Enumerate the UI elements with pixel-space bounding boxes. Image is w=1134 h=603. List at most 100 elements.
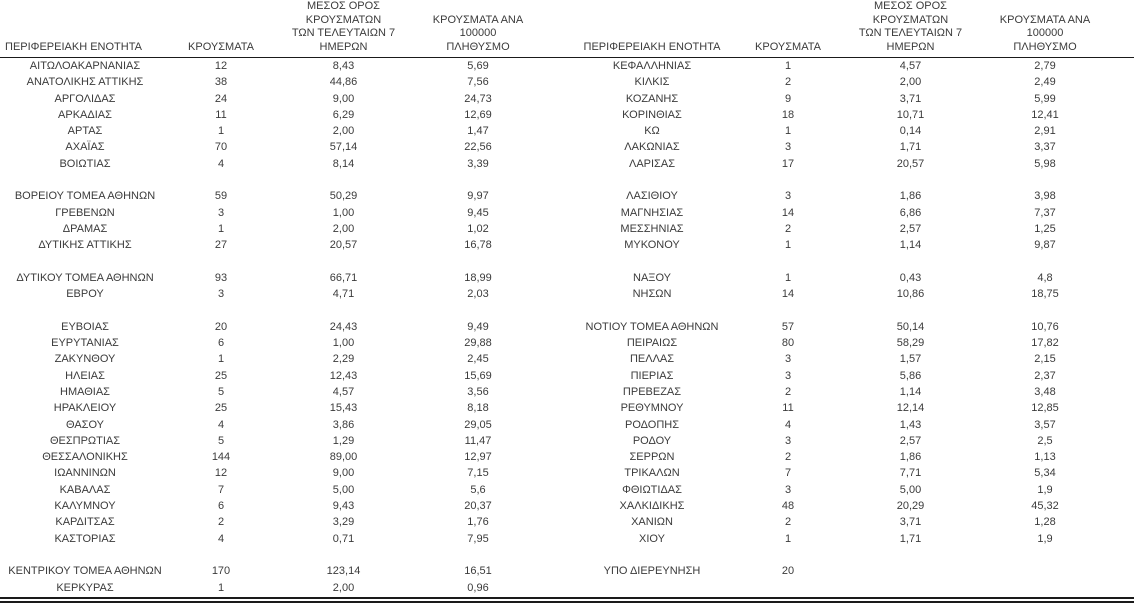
table-row: ΔΥΤΙΚΟΥ ΤΟΜΕΑ ΑΘΗΝΩΝ 93 66,71 18,99 ΝΑΞΟΥ 1 0,…: [0, 270, 1134, 286]
table-row: ΚΕΝΤΡΙΚΟΥ ΤΟΜΕΑ ΑΘΗΝΩΝ 170 123,14 16,51 ΥΠΟ …: [0, 563, 1134, 579]
region-cell-left: ΑΙΤΩΛΟΑΚΑΡΝΑΝΙΑΣ: [29, 60, 141, 72]
cases-cell-left: 25: [214, 369, 228, 382]
per100k-cell-right: 1,13: [1034, 451, 1056, 464]
spacer-cell-left: [541, 286, 567, 302]
region-cell-left: ΔΥΤΙΚΗΣ ΑΤΤΙΚΗΣ: [38, 239, 132, 252]
cases-cell-left: 4: [217, 157, 225, 170]
cases-cell-left: 6: [217, 337, 225, 350]
region-cell-left: ΚΑΣΤΟΡΙΑΣ: [54, 532, 116, 545]
per100k-cell-left: 1,02: [467, 222, 489, 235]
spacer-cell-left: [541, 514, 567, 530]
header-cases-left: ΚΡΟΥΣΜΑΤΑ: [170, 0, 272, 58]
region-cell-right: ΛΑΡΙΣΑΣ: [628, 157, 675, 170]
header-region-left: ΠΕΡΙΦΕΡΕΙΑΚΗ ΕΝΟΤΗΤΑ: [0, 0, 170, 58]
table-header: ΠΕΡΙΦΕΡΕΙΑΚΗ ΕΝΟΤΗΤΑ ΚΡΟΥΣΜΑΤΑ ΜΕΣΟΣ ΟΡΟ…: [0, 0, 1134, 58]
per100k-cell-right: [982, 172, 1108, 188]
avg7-cell-left: 9,00: [332, 92, 355, 105]
avg7-cell-left: 2,00: [332, 125, 355, 138]
region-cell-right: ΚΟΖΑΝΗΣ: [625, 92, 679, 105]
cases-cell-right: [737, 172, 839, 188]
avg7-cell-right: [839, 254, 982, 270]
avg7-cell-left: 6,29: [332, 108, 355, 121]
spacer-cell-left: [541, 302, 567, 318]
cases-cell-left: 4: [217, 532, 225, 545]
per100k-cell-right: 2,37: [1034, 369, 1056, 382]
per100k-cell-left: [415, 254, 541, 270]
avg7-cell-right: 0,14: [899, 125, 922, 138]
table-row: ΚΑΒΑΛΑΣ 7 5,00 5,6 ΦΘΙΩΤΙΔΑΣ 3 5,00 1,9: [0, 482, 1134, 498]
per100k-cell-left: 5,6: [470, 483, 486, 496]
spacer-cell-left: [541, 368, 567, 384]
avg7-cell-right: 0,43: [899, 271, 922, 284]
region-cell-right: ΧΑΝΙΩΝ: [631, 516, 673, 529]
table-row: ΗΜΑΘΙΑΣ 5 4,57 3,56 ΠΡΕΒΕΖΑΣ 2 1,14 3,48: [0, 384, 1134, 400]
region-cell-right: [567, 547, 737, 563]
per100k-cell-right: 1,9: [1037, 483, 1053, 496]
per100k-cell-left: 29,88: [464, 337, 492, 350]
region-cell-right: ΡΕΘΥΜΝΟΥ: [620, 402, 684, 415]
table-row: [0, 547, 1134, 563]
cases-cell-right: 3: [784, 141, 792, 154]
region-cell-left: ΚΑΛΥΜΝΟΥ: [54, 500, 116, 513]
avg7-cell-right: 1,71: [899, 532, 922, 545]
region-cell-right: ΚΕΦΑΛΛΗΝΙΑΣ: [612, 60, 692, 72]
per100k-cell-left: 9,97: [467, 190, 489, 203]
cases-cell-left: 7: [217, 483, 225, 496]
per100k-cell-right: [982, 563, 1108, 579]
cases-cell-left: 25: [214, 402, 228, 415]
region-cell-left: [0, 254, 170, 270]
cases-cell-left: 24: [214, 92, 228, 105]
avg7-cell-left: 57,14: [329, 141, 358, 154]
cases-cell-left: 1: [217, 353, 225, 366]
cases-cell-right: 2: [784, 222, 792, 235]
table-row: ΑΝΑΤΟΛΙΚΗΣ ΑΤΤΙΚΗΣ 38 44,86 7,56 ΚΙΛΚΙΣ 2 2,00…: [0, 74, 1134, 90]
avg7-cell-left: [272, 172, 415, 188]
cases-cell-left: 1: [217, 581, 225, 594]
cases-cell-right: 2: [784, 385, 792, 398]
per100k-cell-left: [415, 172, 541, 188]
spacer-cell-right: [1108, 384, 1134, 400]
cases-cell-right: 11: [782, 402, 794, 415]
avg7-cell-left: 24,43: [329, 320, 358, 333]
per100k-cell-right: 5,98: [1034, 157, 1056, 170]
per100k-cell-left: 16,51: [464, 565, 492, 578]
spacer-cell-right: [1108, 433, 1134, 449]
spacer-cell-left: [541, 400, 567, 416]
per100k-cell-right: 2,79: [1034, 60, 1056, 72]
spacer-cell-right: [1108, 351, 1134, 367]
table-row: ΘΕΣΠΡΩΤΙΑΣ 5 1,29 11,47 ΡΟΔΟΥ 3 2,57 2,5: [0, 433, 1134, 449]
spacer-cell-right: [1108, 107, 1134, 123]
avg7-cell-right: [839, 580, 982, 596]
header-avg7-left: ΜΕΣΟΣ ΟΡΟΣ ΚΡΟΥΣΜΑΤΩΝ ΤΩΝ ΤΕΛΕΥΤΑΙΩΝ 7 Η…: [272, 0, 415, 58]
region-cell-right: ΠΙΕΡΙΑΣ: [630, 369, 674, 382]
per100k-cell-left: 16,78: [464, 239, 492, 252]
spacer-cell-left: [541, 254, 567, 270]
header-region-right: ΠΕΡΙΦΕΡΕΙΑΚΗ ΕΝΟΤΗΤΑ: [567, 0, 737, 58]
avg7-cell-right: 3,71: [899, 92, 922, 105]
table-row: ΕΒΡΟΥ 3 4,71 2,03 ΝΗΣΩΝ 14 10,86 18,75: [0, 286, 1134, 302]
spacer-cell-right: [1108, 449, 1134, 465]
cases-cell-left: 3: [217, 206, 225, 219]
region-cell-left: ΚΑΡΔΙΤΣΑΣ: [55, 516, 115, 529]
avg7-cell-right: [839, 172, 982, 188]
per100k-cell-left: 5,69: [467, 60, 489, 72]
avg7-cell-right: [839, 302, 982, 318]
spacer-cell-left: [541, 74, 567, 90]
per100k-cell-right: 4,8: [1037, 271, 1053, 284]
spacer-cell-right: [1108, 547, 1134, 563]
spacer-cell-left: [541, 335, 567, 351]
cases-cell-left: [170, 172, 272, 188]
cases-cell-right: 1: [784, 239, 792, 252]
spacer-cell-right: [1108, 302, 1134, 318]
cases-cell-left: 5: [217, 385, 225, 398]
spacer-cell-left: [541, 449, 567, 465]
per100k-cell-left: 8,18: [467, 402, 489, 415]
region-cell-right: ΣΕΡΡΩΝ: [629, 451, 675, 464]
spacer-cell-right: [1108, 237, 1134, 253]
cases-cell-left: 11: [215, 108, 227, 121]
cases-cell-right: [737, 302, 839, 318]
avg7-cell-right: 2,57: [899, 434, 922, 447]
header-spacer-left: [541, 0, 567, 58]
region-cell-left: ΑΝΑΤΟΛΙΚΗΣ ΑΤΤΙΚΗΣ: [26, 76, 144, 89]
